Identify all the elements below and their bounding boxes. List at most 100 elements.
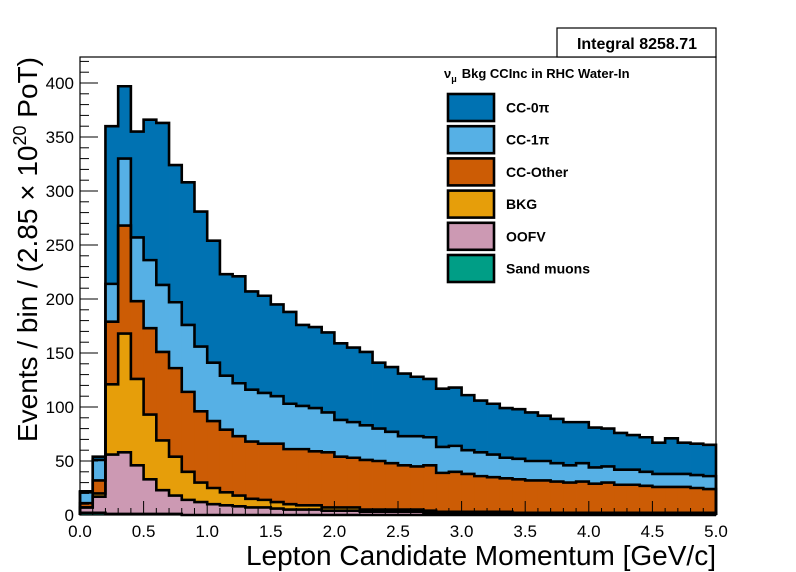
stacked-bars [80,86,717,515]
y-axis-title-post: PoT) [12,57,43,125]
bar-bkg-1 [92,493,106,497]
bar-cc-1-29 [448,445,462,472]
bar-cc-other-26 [410,466,424,510]
series-cc-other [80,225,717,513]
bar-cc-1-25 [398,436,412,466]
bar-oofv-17 [296,509,310,515]
y-axis-title-times: × [12,184,43,200]
bar-cc-0-33 [499,408,513,458]
bar-cc-other-6 [156,351,170,441]
bar-cc-0-12 [232,276,246,384]
bar-cc-1-24 [385,431,399,464]
bar-oofv-21 [347,510,361,515]
bar-bkg-13 [245,498,259,508]
bar-cc-0-39 [576,422,590,464]
bar-cc-other-1 [92,480,106,494]
bar-cc-1-26 [410,436,424,467]
bar-cc-other-22 [359,459,373,510]
bar-cc-other-8 [181,391,195,472]
bar-cc-0-38 [563,422,577,466]
y-tick-label: 150 [46,344,74,363]
bar-cc-0-8 [181,182,195,325]
bar-cc-0-40 [588,427,602,468]
bar-cc-0-21 [347,347,361,423]
x-tick-label: 0.0 [68,522,92,541]
legend-label-cc-0: CC-0π [506,100,550,116]
outline-cc-1 [78,157,718,515]
bar-cc-1-11 [219,375,234,430]
bar-cc-1-15 [270,396,284,444]
y-axis-title-exponent: 20 [10,125,30,145]
bar-cc-other-45 [652,486,666,513]
bar-cc-0-35 [525,412,539,461]
bar-cc-other-9 [194,411,208,483]
bar-cc-other-21 [347,457,361,508]
bar-cc-1-12 [232,383,246,437]
legend-label-bkg: BKG [506,196,537,212]
y-tick-label: 250 [46,236,74,255]
bar-cc-1-0 [80,492,94,504]
bar-cc-0-14 [258,295,272,393]
bar-cc-0-7 [169,165,183,303]
bar-cc-1-36 [537,461,552,481]
bar-cc-other-7 [169,368,183,457]
bar-cc-other-32 [487,477,501,512]
bar-bkg-9 [194,482,208,503]
bar-cc-0-1 [92,456,106,460]
bar-cc-1-49 [703,476,717,490]
bar-cc-1-48 [690,475,704,488]
legend-label-cc-other: CC-Other [506,164,569,180]
bar-cc-1-13 [245,389,259,442]
bar-cc-other-0 [80,503,94,508]
x-tick-label: 1.0 [195,522,219,541]
bar-cc-1-19 [321,412,335,453]
bar-cc-0-29 [448,387,462,446]
bar-cc-0-17 [296,324,310,406]
bar-cc-other-41 [601,482,615,513]
bar-cc-0-2 [105,126,119,284]
bar-bkg-17 [296,505,310,510]
y-tick-label: 50 [55,452,74,471]
bar-cc-0-18 [308,327,323,409]
bar-cc-1-46 [665,473,679,487]
bar-cc-other-36 [537,480,552,513]
bar-oofv-5 [143,479,157,514]
bar-oofv-8 [181,499,195,515]
bar-oofv-7 [169,495,183,514]
bar-cc-other-2 [105,321,119,385]
bar-cc-1-14 [258,392,272,444]
bar-bkg-11 [219,492,234,506]
legend: CC-0π CC-1π CC-Other BKG OOFV Sand muons [446,92,590,284]
bar-cc-0-22 [359,351,373,426]
bar-oofv-10 [207,504,221,515]
bar-bkg-3 [118,333,132,453]
bar-cc-other-39 [576,481,590,513]
bar-cc-0-5 [143,119,157,261]
legend-swatch-cc-0 [446,92,496,123]
bar-cc-other-10 [207,421,221,488]
bar-cc-0-3 [118,86,132,159]
bar-cc-other-20 [334,456,348,508]
bar-cc-1-30 [461,450,475,474]
bar-cc-0-36 [537,415,552,461]
bar-cc-1-41 [601,466,615,483]
bar-oofv-26 [410,511,424,515]
axis-ticks [79,60,717,516]
bar-cc-1-44 [639,471,653,486]
bar-cc-other-35 [525,480,539,513]
bar-cc-other-33 [499,478,513,512]
bar-cc-other-14 [258,443,272,500]
bar-cc-other-5 [143,328,157,415]
bar-cc-0-11 [219,274,234,376]
chart-title: νμ Bkg CCInc in RHC Water-In [444,66,630,84]
chart-title-nu: ν [444,66,451,81]
bar-cc-other-25 [398,465,412,510]
stat-box-text: Integral 8258.71 [577,36,697,53]
y-tick-label: 400 [46,74,74,93]
bar-oofv-22 [359,511,373,515]
bar-cc-other-47 [677,486,691,513]
bar-cc-other-48 [690,488,704,513]
bar-oofv-18 [308,509,323,515]
bar-cc-1-33 [499,457,513,479]
bar-cc-other-4 [130,301,144,379]
